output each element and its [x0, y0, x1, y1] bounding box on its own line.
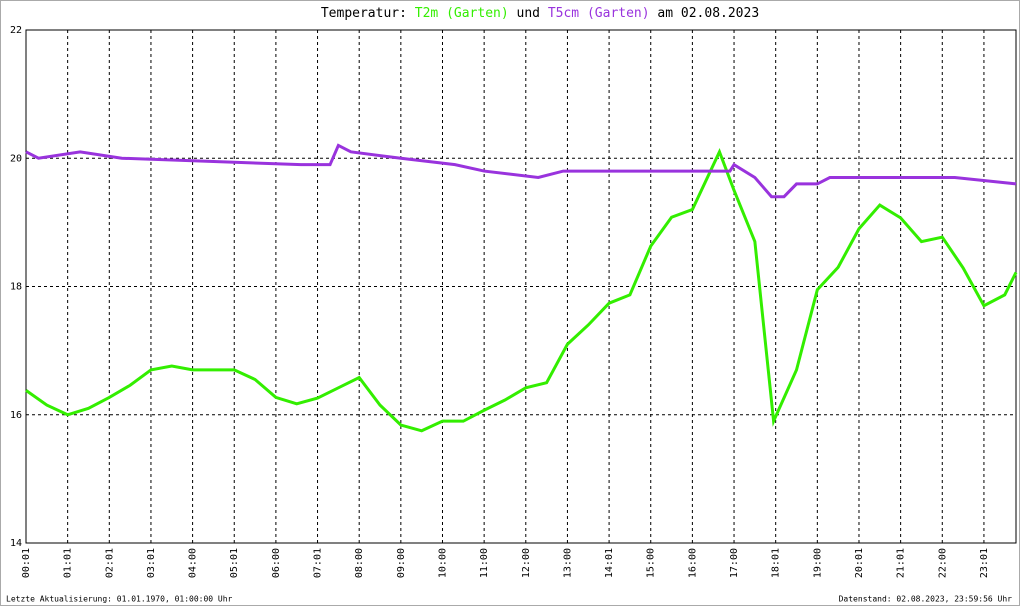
- x-tick-label: 21:01: [896, 548, 907, 578]
- x-tick-label: 11:00: [479, 548, 490, 578]
- title-suffix: am 02.08.2023: [657, 6, 759, 21]
- x-tick-label: 16:00: [687, 548, 698, 578]
- footer-left: Letzte Aktualisierung: 01.01.1970, 01:00…: [6, 595, 233, 604]
- x-tick-label: 06:00: [271, 548, 282, 578]
- x-tick-label: 01:01: [63, 548, 74, 578]
- x-tick-label: 07:01: [313, 548, 324, 578]
- x-tick-label: 10:00: [437, 548, 448, 578]
- y-tick-label: 18: [10, 282, 22, 293]
- line: [25, 143, 1017, 199]
- series-name: T5cm (Garten): [548, 6, 650, 21]
- line: [25, 147, 1018, 433]
- y-tick-label: 14: [10, 538, 22, 549]
- footer-right: Datenstand: 02.08.2023, 23:59:56 Uhr: [839, 595, 1013, 604]
- y-tick-label: 16: [10, 410, 22, 421]
- x-tick-label: 15:00: [646, 548, 657, 578]
- title-joiner: und: [517, 6, 540, 21]
- title-prefix: Temperatur:: [321, 6, 407, 21]
- x-tick-label: 14:01: [604, 548, 615, 578]
- y-tick-label: 20: [10, 153, 22, 164]
- x-tick-label: 12:00: [521, 548, 532, 578]
- x-tick-label: 19:00: [812, 548, 823, 578]
- x-tick-label: 17:00: [729, 548, 740, 578]
- x-tick-label: 00:01: [21, 548, 32, 578]
- x-tick-label: 04:00: [188, 548, 199, 578]
- x-tick-label: 23:01: [979, 548, 990, 578]
- x-tick-label: 13:00: [562, 548, 573, 578]
- x-tick-label: 20:01: [854, 548, 865, 578]
- x-tick-label: 18:01: [771, 548, 782, 578]
- x-tick-label: 09:00: [396, 548, 407, 578]
- x-tick-label: 08:00: [354, 548, 365, 578]
- series-name: T2m (Garten): [415, 6, 509, 21]
- x-tick-label: 02:01: [104, 548, 115, 578]
- x-tick-label: 03:01: [146, 548, 157, 578]
- x-tick-label: 22:00: [937, 548, 948, 578]
- y-tick-label: 22: [10, 25, 22, 36]
- chart-title: Temperatur: T2m (Garten) und T5cm (Garte…: [321, 6, 759, 21]
- x-tick-label: 05:01: [229, 548, 240, 578]
- plot-border: [25, 29, 1017, 544]
